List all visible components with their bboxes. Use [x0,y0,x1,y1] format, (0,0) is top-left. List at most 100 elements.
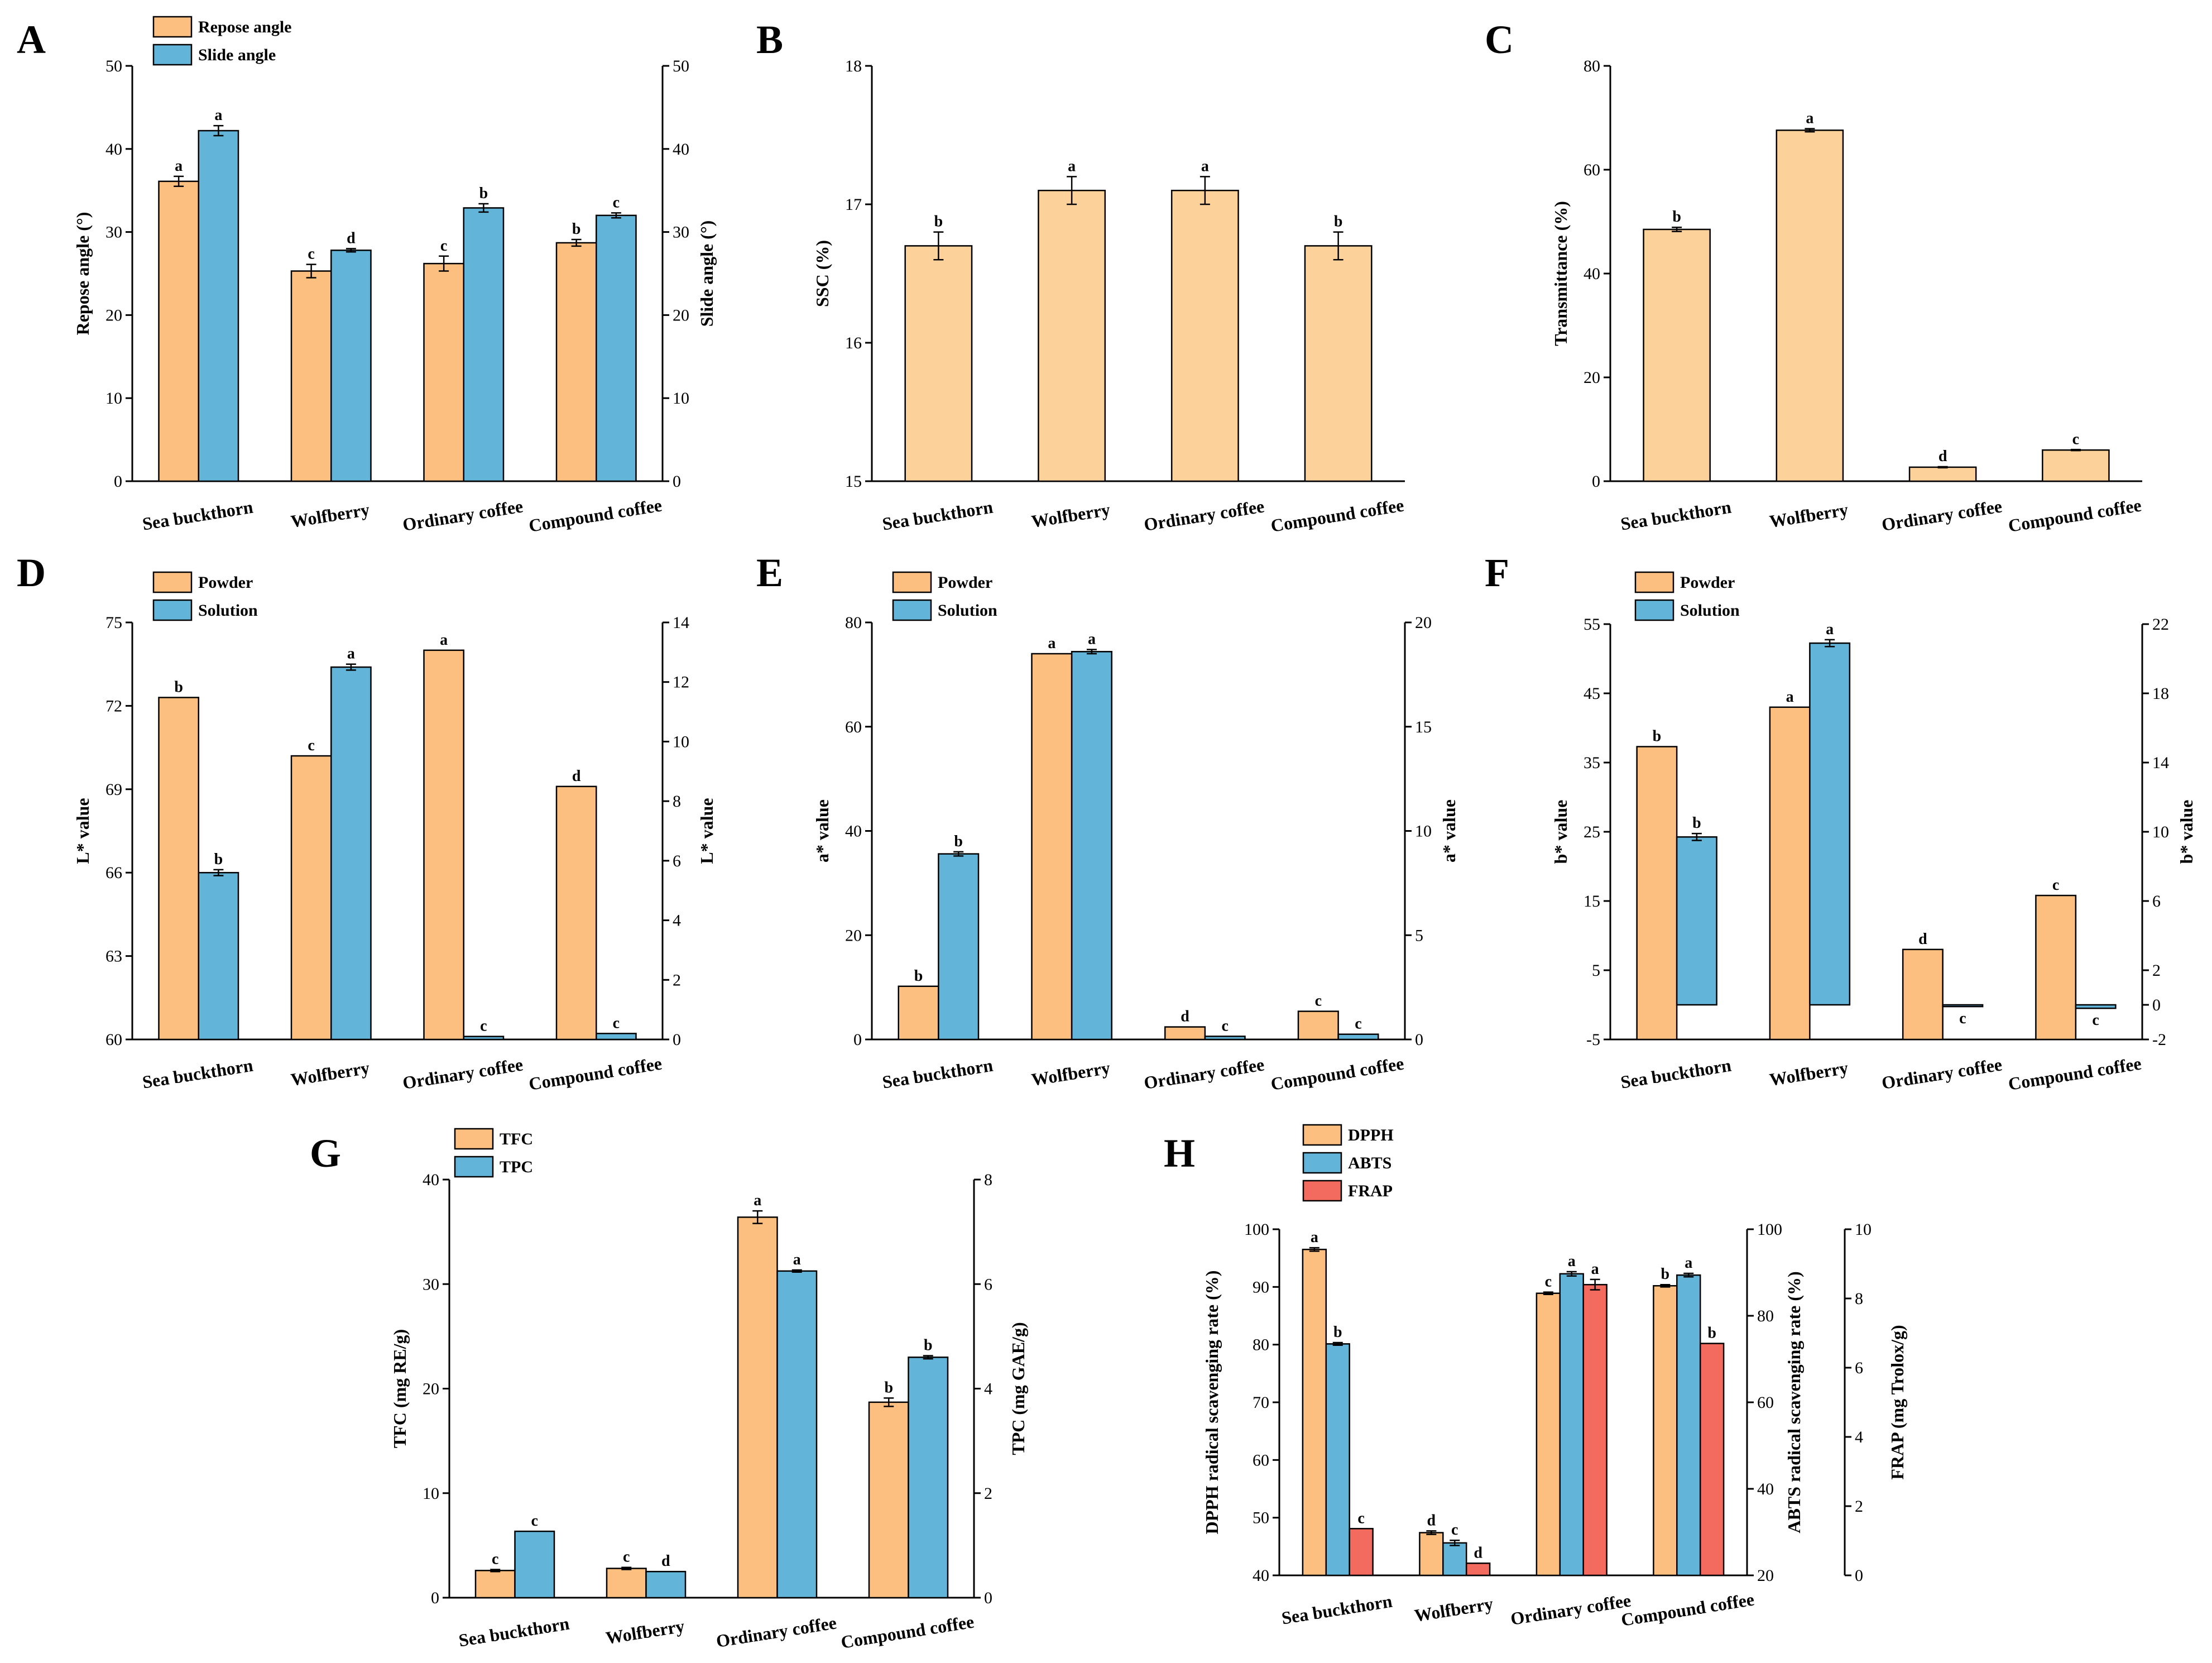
y2-tick-label: 8 [673,792,681,811]
significance-label: c [1357,1509,1364,1527]
bar-solution [596,1033,637,1041]
significance-label: d [1939,448,1947,465]
y-tick-label: 0 [853,1031,862,1049]
y-axis-title: L* value [73,798,93,864]
significance-label: c [1451,1521,1458,1539]
bar-solution [198,871,239,1041]
bar-repose-angle [423,262,464,482]
y2-axis-title: b* value [2176,800,2196,864]
significance-label: b [572,221,581,238]
y-tick-label: 50 [1253,1509,1269,1527]
bar-ssc [1304,245,1373,482]
y2-tick-label: 14 [673,614,689,632]
bar-tfc [737,1216,778,1599]
bar-solution [1337,1033,1379,1041]
category-label: Ordinary coffee [401,1054,525,1093]
legend-swatch [892,571,932,593]
significance-label: a [754,1192,761,1209]
bar-abts [1442,1542,1467,1576]
category-label: Ordinary coffee [1880,1054,2004,1093]
y-tick-label: 20 [423,1380,439,1398]
significance-label: d [1427,1512,1436,1529]
bar-slide-angle [330,250,372,482]
y2-tick-label: 0 [673,1031,681,1049]
bar-abts [1676,1274,1701,1576]
significance-label: c [308,737,314,754]
legend-swatch [1634,599,1674,621]
y-tick-label: 35 [1584,754,1600,772]
y2-tick-label: 14 [2152,754,2169,772]
bar-powder [2035,894,2077,1041]
bar-solution [1204,1036,1246,1041]
significance-label: c [2052,876,2059,894]
significance-label: c [613,194,620,211]
significance-label: a [793,1251,801,1268]
legend-swatch [1302,1180,1342,1202]
category-label: Sea buckthorn [881,1055,994,1092]
bar-powder [423,649,464,1041]
y-tick-label: 80 [1253,1336,1269,1354]
significance-label: a [347,645,355,663]
y-tick-label: 60 [105,1031,122,1049]
y2-tick-label: 8 [984,1171,992,1189]
bar-transmittance [2042,449,2110,482]
legend-swatch [1302,1152,1342,1174]
y2-tick-label: -2 [2152,1031,2166,1049]
y2-tick-label: 2 [673,971,681,989]
significance-label: b [1707,1325,1716,1342]
bar-slide-angle [596,214,637,482]
legend-swatch [152,16,193,38]
significance-label: c [2092,1012,2099,1029]
bar-tpc [776,1270,818,1599]
category-label: Sea buckthorn [457,1613,570,1651]
category-label: Ordinary coffee [401,496,525,535]
category-label: Ordinary coffee [1509,1590,1633,1629]
category-label: Ordinary coffee [1143,496,1266,535]
bar-solution [2075,1004,2117,1009]
y2-tick-label: 6 [2152,892,2161,910]
legend-swatch [1302,1124,1342,1146]
significance-label: c [492,1550,498,1568]
y-tick-label: 63 [105,947,122,966]
y-tick-label: 15 [845,472,862,491]
legend-label: Repose angle [198,18,292,36]
y-axis-title: TFC (mg RE/g) [390,1329,410,1448]
category-label: Compound coffee [1620,1589,1756,1630]
bar-frap [1465,1563,1491,1576]
significance-label: a [1201,157,1209,175]
legend-label: Solution [198,601,258,620]
bar-tpc [514,1530,555,1599]
significance-label: b [884,1379,893,1396]
bar-powder [158,697,199,1041]
bar-dpph [1536,1292,1561,1576]
y-tick-label: -5 [1586,1031,1600,1049]
y-tick-label: 75 [105,614,122,632]
category-label: Compound coffee [2007,1053,2143,1094]
y-tick-label: 20 [1584,368,1600,387]
legend-swatch [892,599,932,621]
category-label: Compound coffee [839,1612,976,1652]
y-tick-label: 30 [423,1275,439,1293]
significance-label: a [1068,157,1076,175]
bar-ssc [1038,189,1106,482]
legend-swatch [152,599,193,621]
legend-swatch [454,1156,494,1178]
y2-tick-label: 18 [2152,684,2169,703]
significance-label: d [347,229,356,247]
y2-tick-label: 10 [1415,822,1432,841]
bar-tpc [645,1570,687,1599]
y3-tick-label: 10 [1855,1220,1872,1239]
y-tick-label: 69 [105,780,122,799]
y-tick-label: 60 [1253,1451,1269,1469]
y3-tick-label: 4 [1855,1428,1863,1446]
category-label: Sea buckthorn [141,1055,254,1092]
significance-label: a [440,631,448,649]
category-label: Wolfberry [289,499,371,531]
y-tick-label: 66 [105,864,122,882]
legend-swatch [152,44,193,66]
y2-axis-title: Slide angle (°) [697,221,717,327]
significance-label: c [440,237,447,255]
panel-F: F -5 5 15 25 35 45 55 -2 0 2 6 10 14 18 22 b* value b* va… [1485,550,2196,1094]
category-label: Wolfberry [1413,1593,1494,1626]
